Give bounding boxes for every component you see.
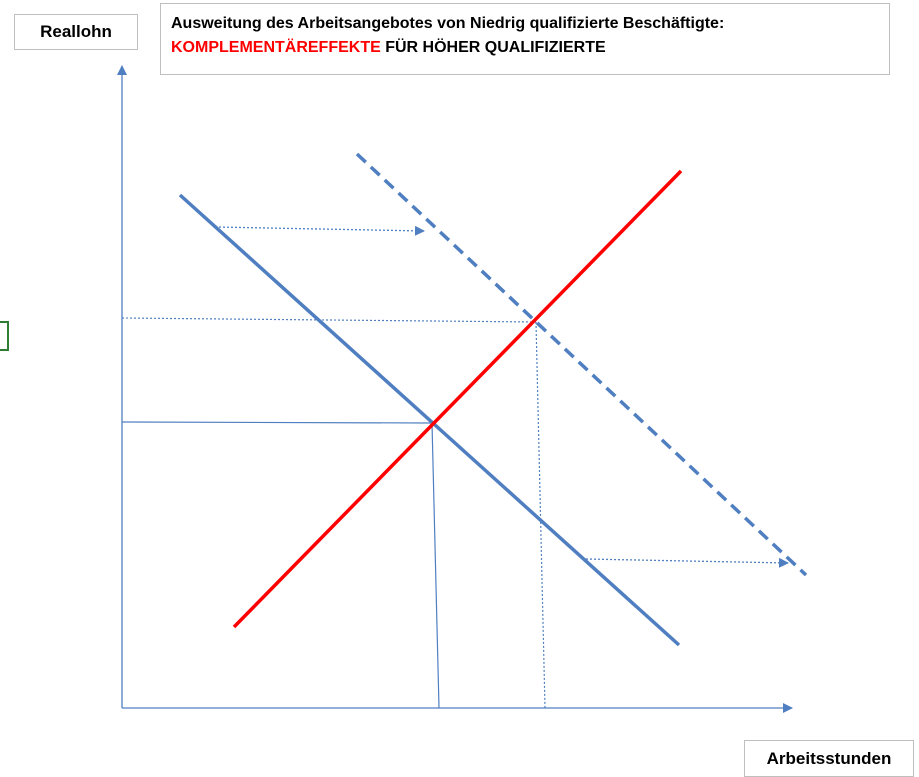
initial-wage-guide-line [121, 421, 433, 424]
initial-hours-guide-line [431, 422, 440, 709]
diagram-title: Ausweitung des Arbeitsangebotes von Nied… [160, 3, 890, 75]
demand-curve-shifted [355, 152, 808, 577]
x-axis-label: Arbeitsstunden [744, 740, 914, 777]
cell-selection-marker [0, 321, 9, 351]
title-rest-text: FÜR HÖHER QUALIFIZIERTE [380, 39, 606, 56]
title-line-2: KOMPLEMENTÄREFFEKTE FÜR HÖHER QUALIFIZIE… [171, 36, 879, 60]
y-axis-label: Reallohn [14, 14, 138, 50]
new-wage-guide-line [121, 317, 537, 323]
demand-curve-initial [178, 193, 681, 647]
shift-arrow-lower [585, 557, 789, 568]
supply-curve [232, 169, 683, 629]
title-line-1: Ausweitung des Arbeitsangebotes von Nied… [171, 15, 725, 32]
shift-arrow-upper [214, 225, 425, 236]
new-hours-guide-line [535, 321, 546, 709]
title-accent-text: KOMPLEMENTÄREFFEKTE [171, 39, 381, 56]
